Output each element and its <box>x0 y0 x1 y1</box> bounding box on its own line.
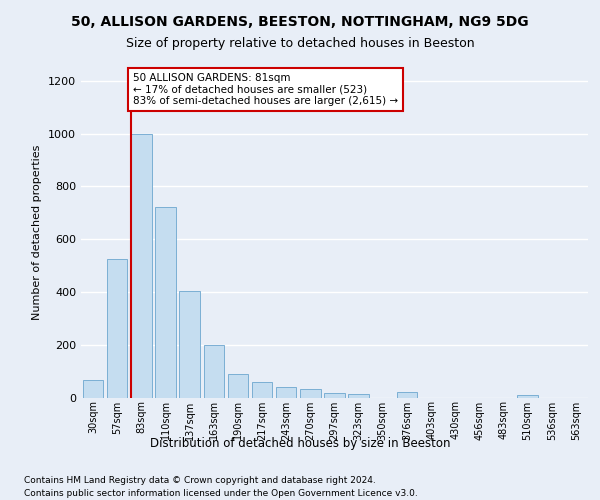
Bar <box>252 382 272 398</box>
Bar <box>397 392 417 398</box>
Bar <box>155 208 176 398</box>
Bar <box>107 259 127 398</box>
Text: Contains HM Land Registry data © Crown copyright and database right 2024.: Contains HM Land Registry data © Crown c… <box>24 476 376 485</box>
Y-axis label: Number of detached properties: Number of detached properties <box>32 145 43 320</box>
Bar <box>517 395 538 398</box>
Bar <box>324 392 345 398</box>
Text: Distribution of detached houses by size in Beeston: Distribution of detached houses by size … <box>150 438 450 450</box>
Text: 50 ALLISON GARDENS: 81sqm
← 17% of detached houses are smaller (523)
83% of semi: 50 ALLISON GARDENS: 81sqm ← 17% of detac… <box>133 73 398 106</box>
Bar <box>300 389 320 398</box>
Bar <box>179 290 200 398</box>
Bar <box>349 394 369 398</box>
Bar <box>276 387 296 398</box>
Text: 50, ALLISON GARDENS, BEESTON, NOTTINGHAM, NG9 5DG: 50, ALLISON GARDENS, BEESTON, NOTTINGHAM… <box>71 15 529 29</box>
Bar <box>131 134 152 398</box>
Bar <box>227 374 248 398</box>
Bar <box>83 380 103 398</box>
Text: Contains public sector information licensed under the Open Government Licence v3: Contains public sector information licen… <box>24 489 418 498</box>
Text: Size of property relative to detached houses in Beeston: Size of property relative to detached ho… <box>125 38 475 51</box>
Bar <box>203 345 224 398</box>
